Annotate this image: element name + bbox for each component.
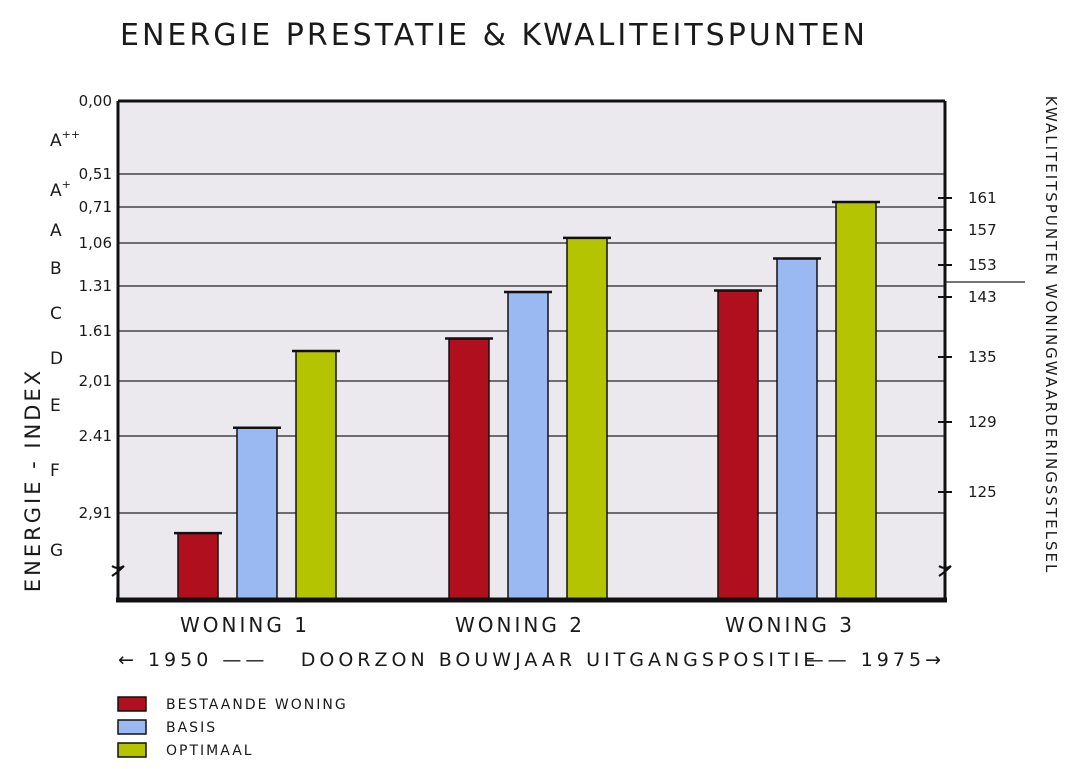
bar [507,291,549,601]
left-axis-ticks: 0,00 0,51 0,71 1,06 1.31 1.61 2,01 2.41 2,91 [79,92,112,522]
bar [566,237,608,601]
y2-tick-label: 129 [968,413,997,431]
legend-label: OPTIMAAL [166,743,254,759]
x-range-start: ← 1950 —— [118,649,268,671]
y-axis-title: ENERGIE - INDEX [21,368,45,592]
axes-frame [111,99,952,603]
bar [295,350,337,601]
category-label: WONING 2 [455,613,585,637]
energy-class-label: D [50,349,63,369]
energy-class-label: A++ [50,128,80,151]
legend-label: BESTAANDE WONING [166,697,348,713]
x-range-end: —— 1975→ [805,649,945,671]
y2-tick-label: 161 [968,189,997,207]
x-axis-title: DOORZON BOUWJAAR UITGANGSPOSITIE [301,649,819,671]
right-axis-ticks: 125 129 135 143 153 157 161 [938,189,1025,501]
energy-class-label: A+ [50,178,71,201]
y2-tick-label: 143 [968,288,997,306]
y-tick-label: 0,00 [79,92,112,110]
legend-swatch [117,742,147,758]
category-label: WONING 3 [725,613,855,637]
y-tick-label: 1,06 [79,234,112,252]
category-labels: WONING 1 WONING 2 WONING 3 [180,613,855,637]
right-axis-break-mark [938,565,952,577]
bar [177,532,219,601]
energy-class-label: A [50,221,62,241]
legend-swatch [117,696,147,712]
energy-class-label: B [50,259,62,279]
y2-axis-title: KWALITEITSPUNTEN WONINGWAARDERINGSSTELSE… [1042,96,1060,575]
left-axis-break-mark [111,565,125,577]
energy-class-label: E [50,396,61,416]
bars [174,200,880,601]
energy-class-label: F [50,461,60,481]
energy-class-label: C [50,304,62,324]
y2-tick-label: 153 [968,256,997,274]
y-tick-label: 2,01 [79,372,112,390]
chart-title: ENERGIE PRESTATIE & KWALITEITSPUNTEN [120,18,868,53]
y-tick-label: 2,91 [79,504,112,522]
y2-tick-label: 125 [968,483,997,501]
y2-tick-label: 157 [968,221,997,239]
y-tick-label: 2.41 [79,427,112,445]
energy-class-label: G [50,541,63,561]
bar [448,337,490,601]
y-tick-label: 1.61 [79,322,112,340]
bar [717,289,759,601]
energy-class-labels: A++ A+ AB C D E F G [50,128,80,561]
category-label: WONING 1 [180,613,310,637]
y2-tick-label: 135 [968,348,997,366]
bar [776,257,818,601]
y-tick-label: 0,51 [79,165,112,183]
legend-label: BASIS [166,720,217,736]
legend-swatch [117,719,147,735]
legend: BESTAANDE WONING BASIS OPTIMAAL [117,696,348,759]
bar [236,427,278,601]
y-tick-label: 1.31 [79,277,112,295]
bar [835,201,877,601]
y-tick-label: 0,71 [79,198,112,216]
